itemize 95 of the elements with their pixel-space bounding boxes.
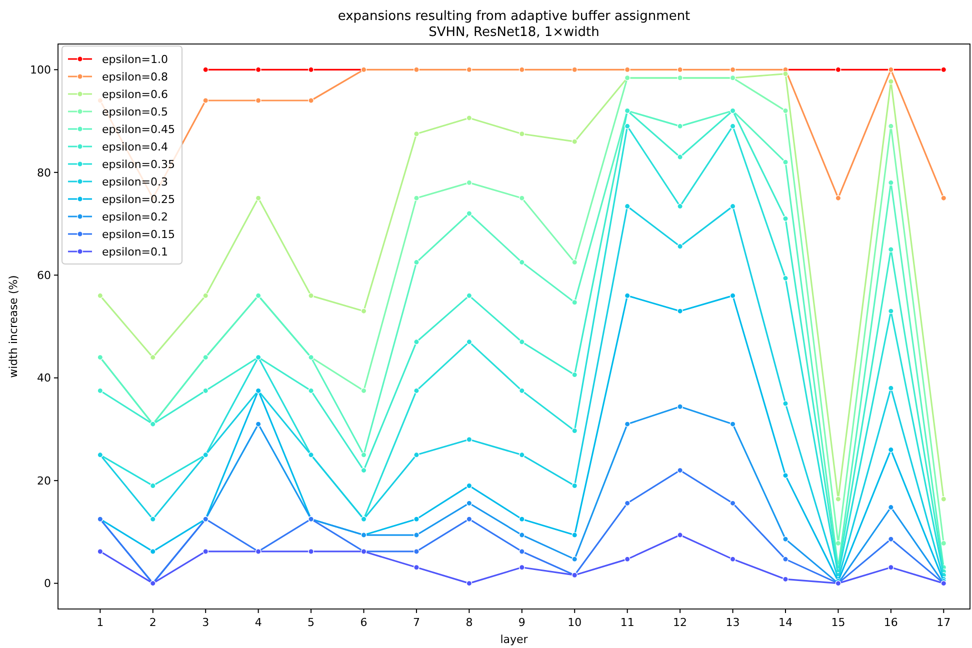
x-axis-title: layer (500, 633, 528, 646)
point (255, 66, 262, 73)
y-tick-label: 100 (30, 64, 51, 77)
point (414, 564, 420, 570)
point (414, 338, 420, 345)
legend-label: epsilon=0.6 (102, 88, 168, 101)
point (202, 66, 209, 73)
point (466, 115, 472, 121)
point (414, 548, 420, 554)
point (572, 532, 578, 538)
point (518, 195, 525, 202)
point (414, 259, 420, 266)
point (782, 159, 788, 166)
point (308, 98, 314, 104)
point (202, 548, 209, 554)
point (518, 564, 525, 570)
point (730, 66, 736, 73)
legend-label: epsilon=0.2 (102, 210, 168, 224)
point (782, 70, 788, 77)
point (150, 548, 156, 554)
x-tick-label: 8 (466, 616, 473, 629)
point (414, 195, 420, 202)
point (624, 66, 630, 73)
point (624, 123, 630, 130)
point (518, 532, 525, 538)
x-tick-label: 1 (96, 616, 104, 629)
point (414, 532, 420, 538)
x-tick-label: 7 (412, 616, 420, 629)
point (308, 548, 314, 554)
point (518, 338, 525, 345)
x-tick-label: 6 (360, 616, 368, 629)
x-tick-label: 3 (202, 616, 210, 629)
point (518, 548, 525, 554)
y-tick-label: 20 (37, 474, 51, 488)
point (677, 308, 684, 314)
legend-label: epsilon=0.45 (102, 122, 176, 136)
point (466, 292, 472, 299)
point (414, 388, 420, 394)
point (782, 400, 788, 406)
point (518, 66, 525, 73)
point (888, 536, 894, 542)
y-tick-label: 40 (37, 372, 51, 385)
point (414, 516, 420, 522)
point (677, 404, 684, 410)
point (466, 66, 472, 73)
point (466, 516, 472, 522)
point (202, 98, 209, 104)
point (308, 66, 314, 73)
x-tick-label: 11 (620, 616, 634, 629)
point (466, 210, 472, 216)
x-tick-label: 17 (936, 616, 951, 629)
point (624, 556, 630, 562)
point (255, 98, 262, 104)
legend-label: epsilon=0.4 (102, 140, 168, 154)
chart-title: expansions resulting from adaptive buffer assignment (338, 9, 690, 24)
point (677, 154, 684, 160)
y-tick-label: 80 (37, 166, 51, 180)
point (677, 532, 684, 538)
legend-label: epsilon=0.35 (102, 158, 176, 171)
chart-subtitle: SVHN, ResNet18, 1×width (428, 25, 600, 40)
legend-label: epsilon=0.1 (102, 245, 168, 258)
point (782, 472, 788, 478)
y-axis-title: width increase (%) (7, 275, 20, 378)
x-tick-label: 4 (254, 616, 262, 629)
x-tick-label: 15 (831, 616, 846, 629)
point (518, 452, 525, 458)
legend-label: epsilon=1.0 (102, 52, 168, 66)
x-tick-label: 12 (673, 616, 688, 629)
point (97, 292, 104, 299)
point (730, 556, 736, 562)
point (572, 66, 578, 73)
x-tick-label: 16 (884, 616, 898, 629)
y-tick-label: 60 (37, 268, 51, 282)
x-tick-label: 5 (308, 616, 315, 629)
point (835, 66, 842, 73)
point (466, 436, 472, 442)
x-tick-label: 2 (149, 616, 156, 629)
point (466, 338, 472, 345)
legend-label: epsilon=0.5 (102, 105, 168, 118)
point (888, 564, 894, 570)
x-tick-label: 13 (726, 616, 740, 629)
x-tick-label: 9 (518, 616, 526, 629)
point (782, 275, 788, 282)
x-tick-label: 14 (778, 616, 792, 629)
legend-label: epsilon=0.25 (102, 192, 176, 206)
point (782, 216, 788, 222)
legend-label: epsilon=0.3 (102, 175, 168, 188)
point (414, 452, 420, 458)
legend-label: epsilon=0.15 (102, 228, 176, 241)
legend-label: epsilon=0.8 (102, 70, 168, 84)
y-tick-label: 0 (44, 577, 51, 590)
x-tick-label: 10 (568, 616, 582, 629)
point (518, 388, 525, 394)
point (518, 516, 525, 522)
point (97, 548, 104, 554)
